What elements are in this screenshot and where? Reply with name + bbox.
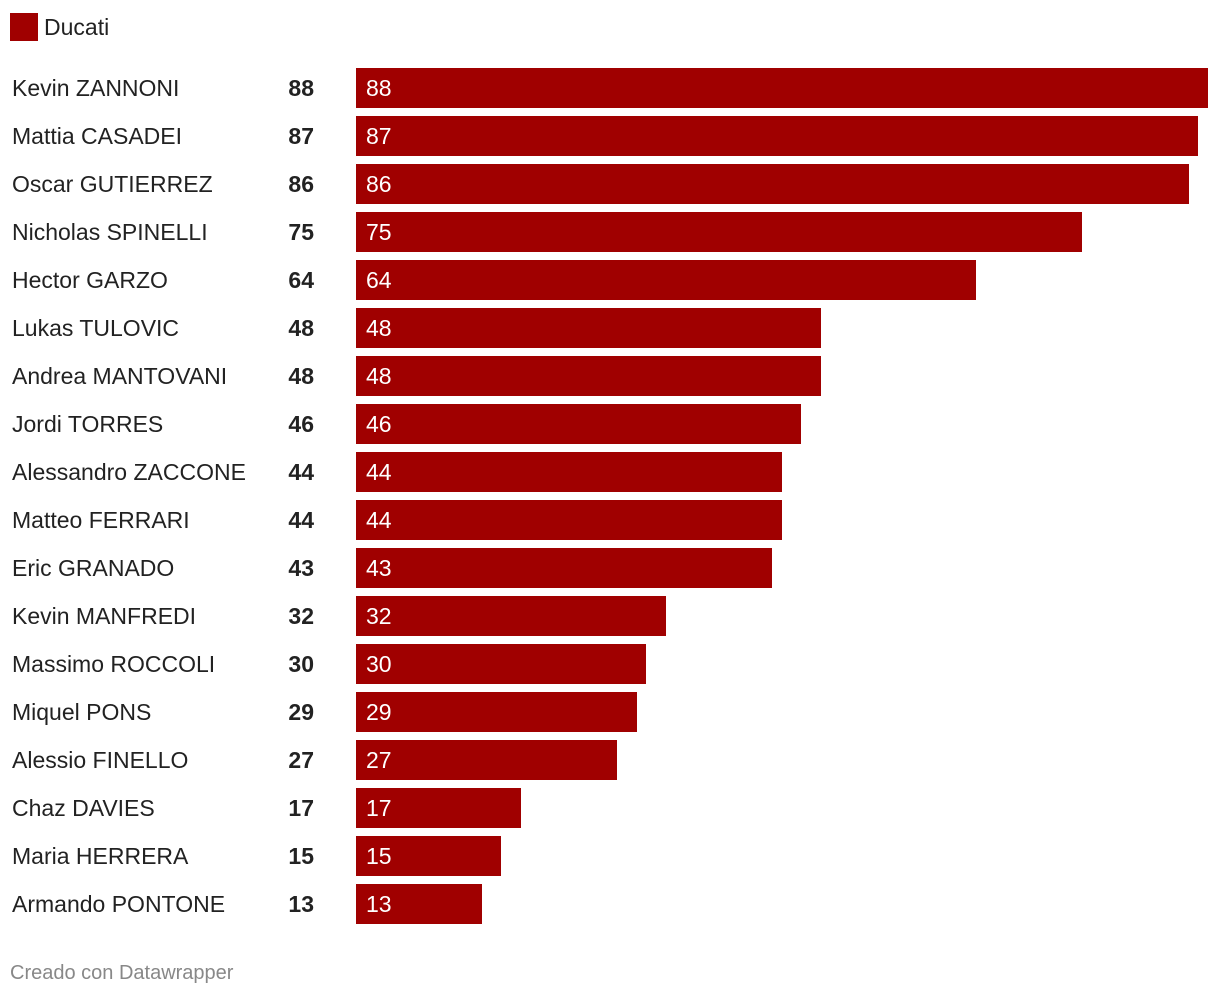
bar: 48	[356, 308, 821, 348]
bar-data-label: 32	[366, 603, 392, 629]
category-label: Massimo ROCCOLI	[12, 651, 216, 677]
category-label: Mattia CASADEI	[12, 123, 182, 149]
value-label: 44	[288, 459, 314, 485]
value-label: 75	[288, 219, 314, 245]
bar-data-label: 88	[366, 75, 392, 101]
value-label: 87	[288, 123, 314, 149]
bar: 64	[356, 260, 976, 300]
category-label: Kevin MANFREDI	[12, 603, 197, 629]
chart-row: Miquel PONS 29 29	[0, 692, 1220, 732]
value-label: 48	[288, 363, 314, 389]
chart-row: Jordi TORRES 46 46	[0, 404, 1220, 444]
bar: 32	[356, 596, 666, 636]
category-label: Oscar GUTIERREZ	[12, 171, 213, 197]
bar-data-label: 13	[366, 891, 392, 917]
bar: 43	[356, 548, 772, 588]
bar-data-label: 30	[366, 651, 392, 677]
bar: 17	[356, 788, 521, 828]
chart-row: Massimo ROCCOLI 30 30	[0, 644, 1220, 684]
chart-row: Andrea MANTOVANI 48 48	[0, 356, 1220, 396]
bar-data-label: 87	[366, 123, 392, 149]
value-label: 27	[288, 747, 314, 773]
bar-data-label: 44	[366, 459, 392, 485]
bar-data-label: 75	[366, 219, 392, 245]
value-label: 46	[288, 411, 314, 437]
chart-row: Eric GRANADO 43 43	[0, 548, 1220, 588]
chart-row: Lukas TULOVIC 48 48	[0, 308, 1220, 348]
chart-row: Alessio FINELLO 27 27	[0, 740, 1220, 780]
category-label: Andrea MANTOVANI	[12, 363, 228, 389]
value-label: 88	[288, 75, 314, 101]
value-label: 43	[288, 555, 314, 581]
bar: 46	[356, 404, 801, 444]
value-label: 44	[288, 507, 314, 533]
value-label: 32	[288, 603, 314, 629]
value-label: 15	[288, 843, 314, 869]
chart-row: Chaz DAVIES 17 17	[0, 788, 1220, 828]
category-label: Alessandro ZACCONE	[12, 459, 246, 485]
bar: 48	[356, 356, 821, 396]
category-label: Armando PONTONE	[12, 891, 226, 917]
category-label: Maria HERRERA	[12, 843, 189, 869]
legend-swatch	[10, 13, 38, 41]
chart-row: Armando PONTONE 13 13	[0, 884, 1220, 924]
bar-data-label: 43	[366, 555, 392, 581]
bar-data-label: 48	[366, 363, 392, 389]
bar-data-label: 15	[366, 843, 392, 869]
chart-row: Hector GARZO 64 64	[0, 260, 1220, 300]
category-label: Hector GARZO	[12, 267, 168, 293]
bar-data-label: 64	[366, 267, 392, 293]
chart-row: Matteo FERRARI 44 44	[0, 500, 1220, 540]
value-label: 64	[288, 267, 314, 293]
legend-label: Ducati	[44, 13, 110, 40]
chart-row: Alessandro ZACCONE 44 44	[0, 452, 1220, 492]
category-label: Jordi TORRES	[12, 411, 164, 437]
bar: 86	[356, 164, 1189, 204]
chart-row: Nicholas SPINELLI 75 75	[0, 212, 1220, 252]
bar: 87	[356, 116, 1198, 156]
chart-row: Mattia CASADEI 87 87	[0, 116, 1220, 156]
category-label: Chaz DAVIES	[12, 795, 155, 821]
bar: 75	[356, 212, 1082, 252]
bar: 30	[356, 644, 646, 684]
bar-data-label: 86	[366, 171, 392, 197]
chart-row: Maria HERRERA 15 15	[0, 836, 1220, 876]
chart-row: Kevin MANFREDI 32 32	[0, 596, 1220, 636]
chart-row: Oscar GUTIERREZ 86 86	[0, 164, 1220, 204]
value-label: 13	[288, 891, 314, 917]
chart-row: Kevin ZANNONI 88 88	[0, 68, 1220, 108]
bar-data-label: 48	[366, 315, 392, 341]
category-label: Lukas TULOVIC	[12, 315, 180, 341]
bar: 29	[356, 692, 637, 732]
bar: 44	[356, 500, 782, 540]
value-label: 17	[288, 795, 314, 821]
bar: 44	[356, 452, 782, 492]
bar: 13	[356, 884, 482, 924]
bar: 15	[356, 836, 501, 876]
bar-data-label: 17	[366, 795, 392, 821]
value-label: 48	[288, 315, 314, 341]
category-label: Kevin ZANNONI	[12, 75, 180, 101]
bar-data-label: 27	[366, 747, 392, 773]
footer-credit: Creado con Datawrapper	[10, 962, 234, 984]
bar-data-label: 29	[366, 699, 392, 725]
category-label: Alessio FINELLO	[12, 747, 189, 773]
value-label: 86	[288, 171, 314, 197]
value-label: 29	[288, 699, 314, 725]
bar-data-label: 44	[366, 507, 392, 533]
category-label: Nicholas SPINELLI	[12, 219, 208, 245]
bar: 88	[356, 68, 1208, 108]
category-label: Miquel PONS	[12, 699, 152, 725]
bar-data-label: 46	[366, 411, 392, 437]
category-label: Eric GRANADO	[12, 555, 175, 581]
bar: 27	[356, 740, 617, 780]
value-label: 30	[288, 651, 314, 677]
legend: Ducati	[10, 12, 109, 42]
category-label: Matteo FERRARI	[12, 507, 190, 533]
